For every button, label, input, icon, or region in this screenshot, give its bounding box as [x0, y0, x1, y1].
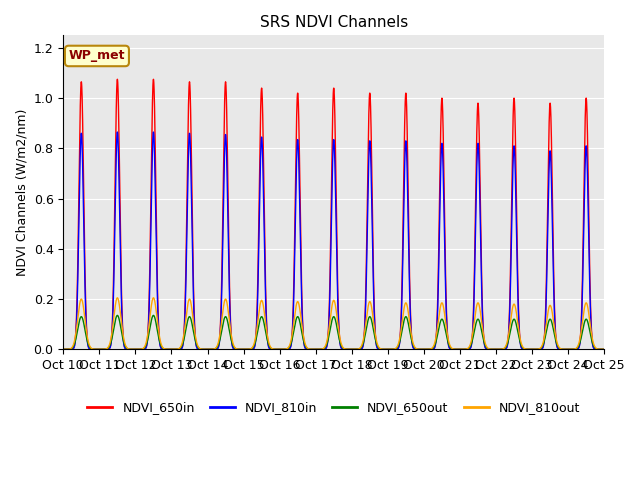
NDVI_650in — [175, 347, 183, 352]
Text: WP_met: WP_met — [68, 49, 125, 62]
NDVI_650in — [262, 294, 269, 300]
NDVI_650in — [60, 347, 67, 352]
NDVI_810out — [262, 322, 269, 327]
NDVI_650out — [262, 330, 269, 336]
NDVI_810out — [485, 346, 493, 352]
NDVI_650in — [598, 347, 606, 352]
NDVI_810out — [600, 347, 608, 352]
NDVI_650out — [175, 346, 183, 352]
NDVI_810in — [600, 347, 608, 352]
Line: NDVI_810in: NDVI_810in — [63, 132, 604, 349]
NDVI_810out — [598, 347, 606, 352]
NDVI_650in — [170, 347, 177, 352]
NDVI_810out — [113, 295, 121, 300]
Line: NDVI_650out: NDVI_650out — [63, 315, 604, 349]
Line: NDVI_650in: NDVI_650in — [63, 79, 604, 349]
NDVI_810in — [262, 304, 269, 310]
Legend: NDVI_650in, NDVI_810in, NDVI_650out, NDVI_810out: NDVI_650in, NDVI_810in, NDVI_650out, NDV… — [83, 396, 585, 420]
NDVI_810out — [60, 347, 67, 352]
Line: NDVI_810out: NDVI_810out — [63, 298, 604, 349]
NDVI_810in — [113, 129, 121, 135]
NDVI_810in — [170, 347, 177, 352]
NDVI_650out — [113, 312, 121, 318]
NDVI_810in — [408, 342, 416, 348]
NDVI_810in — [598, 347, 606, 352]
NDVI_650out — [60, 347, 67, 352]
NDVI_650out — [170, 347, 177, 352]
NDVI_650in — [408, 341, 416, 347]
Y-axis label: NDVI Channels (W/m2/nm): NDVI Channels (W/m2/nm) — [15, 108, 28, 276]
NDVI_810in — [60, 347, 67, 352]
NDVI_810out — [408, 337, 416, 343]
NDVI_650out — [485, 346, 493, 352]
NDVI_810in — [485, 347, 493, 352]
NDVI_810out — [175, 346, 183, 351]
NDVI_650in — [485, 347, 493, 352]
NDVI_650in — [600, 347, 608, 352]
NDVI_650out — [408, 340, 416, 346]
NDVI_650out — [598, 347, 606, 352]
NDVI_650in — [113, 76, 121, 82]
NDVI_810out — [170, 347, 177, 352]
NDVI_650out — [600, 347, 608, 352]
NDVI_810in — [175, 347, 183, 352]
Title: SRS NDVI Channels: SRS NDVI Channels — [260, 15, 408, 30]
